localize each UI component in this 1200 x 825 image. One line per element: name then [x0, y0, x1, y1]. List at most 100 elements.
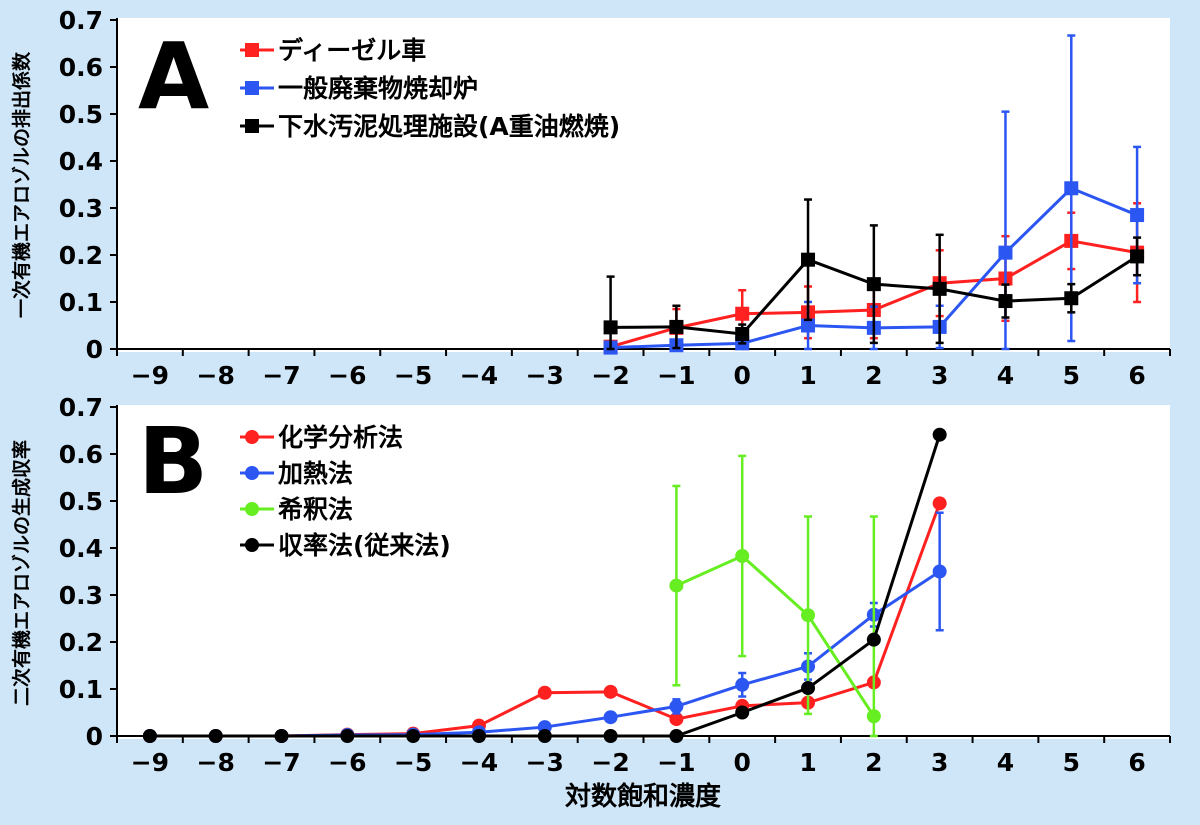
- x-tick-label: −5: [394, 748, 432, 777]
- plot-area: [117, 18, 1170, 352]
- data-point: [669, 699, 684, 714]
- x-tick-label: −8: [197, 748, 235, 777]
- data-point: [1130, 249, 1145, 264]
- data-point: [735, 326, 750, 341]
- y-tick-label: 0.6: [59, 440, 103, 469]
- x-tick-label: 2: [865, 748, 882, 777]
- data-point: [471, 729, 486, 743]
- data-point: [735, 306, 750, 321]
- chart-panel-a: 0 0.1 0.2 0.3 0.4 0.5 0.6 0.7 −9 −8 −7 −6 −5 −4 −3 −2 −1…: [10, 6, 1171, 390]
- legend-label: 化学分析法: [278, 423, 403, 452]
- y-tick-label: 0.2: [59, 241, 103, 270]
- y-tick-label: 0.4: [59, 534, 103, 563]
- y-tick-label: 0.1: [59, 288, 103, 317]
- x-tick-label: −4: [460, 748, 498, 777]
- data-point: [735, 705, 750, 720]
- x-tick-label: −9: [131, 361, 169, 390]
- x-tick-label: −6: [328, 748, 366, 777]
- data-point: [1064, 181, 1079, 196]
- series-line: [675, 554, 876, 718]
- data-point: [669, 712, 684, 727]
- data-point: [669, 578, 684, 593]
- data-point: [340, 729, 355, 743]
- x-tick-label: 5: [1063, 748, 1080, 777]
- y-tick-label: 0.2: [59, 628, 103, 657]
- data-point: [208, 729, 223, 743]
- data-point: [932, 281, 947, 296]
- x-tick-label: 5: [1063, 361, 1080, 390]
- legend-label: 加熱法: [277, 459, 353, 488]
- legend-marker: [245, 466, 259, 480]
- data-point: [142, 729, 157, 743]
- data-point: [801, 318, 816, 333]
- x-tick-label: −3: [526, 748, 564, 777]
- data-point: [603, 684, 618, 699]
- legend-label: 収率法(従来法): [278, 531, 451, 560]
- data-point: [274, 729, 289, 743]
- data-point: [801, 608, 816, 623]
- data-point: [537, 729, 552, 743]
- x-tick-label: 2: [865, 361, 882, 390]
- data-point: [603, 729, 618, 743]
- x-tick-label: 1: [799, 361, 816, 390]
- y-axis-label: 二次有機エアロゾルの生成収率: [10, 440, 33, 706]
- y-tick-label: 0.3: [59, 581, 103, 610]
- data-point: [866, 632, 881, 647]
- y-tick-label: 0.4: [59, 147, 103, 176]
- x-tick-label: −9: [131, 748, 169, 777]
- data-point: [998, 294, 1013, 309]
- legend-label: 下水汚泥処理施設(A重油燃焼): [278, 112, 620, 141]
- x-tick-label: 0: [734, 361, 751, 390]
- x-tick-label: 3: [931, 361, 948, 390]
- panel-letter: A: [138, 23, 209, 130]
- y-tick-label: 0: [86, 722, 103, 751]
- x-tick-label: 3: [931, 748, 948, 777]
- data-point: [801, 681, 816, 696]
- data-point: [866, 709, 881, 724]
- y-tick-label: 0.7: [59, 6, 103, 35]
- x-tick-label: −4: [460, 361, 498, 390]
- x-tick-label: 4: [997, 748, 1014, 777]
- legend-label: 一般廃棄物焼却炉: [278, 74, 478, 103]
- x-tick-label: 6: [1128, 748, 1145, 777]
- x-tick-label: −2: [591, 748, 629, 777]
- chart-panel-b: 0 0.1 0.2 0.3 0.4 0.5 0.6 0.7 −9 −8 −7 −6 −5 −4 −3 −2 −1…: [10, 393, 1171, 812]
- series-3: [603, 198, 1145, 351]
- y-tick-label: 0.7: [59, 393, 103, 422]
- y-tick-label: 0.3: [59, 194, 103, 223]
- legend-marker: [245, 502, 259, 516]
- data-point: [735, 548, 750, 563]
- y-tick-label: 0.5: [59, 487, 103, 516]
- legend-marker: [245, 538, 259, 552]
- data-point: [735, 677, 750, 692]
- x-tick-label: 0: [734, 748, 751, 777]
- legend-marker: [245, 119, 259, 133]
- panel-letter: B: [138, 408, 208, 515]
- plot-area: [117, 405, 1170, 739]
- legend-marker: [245, 43, 259, 57]
- x-tick-label: −5: [394, 361, 432, 390]
- x-tick-label: −3: [526, 361, 564, 390]
- data-point: [801, 252, 816, 267]
- data-point: [932, 496, 947, 511]
- data-point: [669, 729, 684, 743]
- data-point: [669, 319, 684, 334]
- x-tick-label: 4: [997, 361, 1014, 390]
- data-point: [603, 710, 618, 725]
- x-tick-label: 6: [1128, 361, 1145, 390]
- data-point: [932, 427, 947, 442]
- data-point: [932, 564, 947, 579]
- data-point: [866, 277, 881, 292]
- x-tick-label: −7: [262, 361, 300, 390]
- x-tick-label: −6: [328, 361, 366, 390]
- x-tick-label: −8: [197, 361, 235, 390]
- data-point: [537, 685, 552, 700]
- data-point: [998, 245, 1013, 260]
- x-tick-label: 1: [799, 748, 816, 777]
- y-tick-label: 0: [86, 335, 103, 364]
- y-tick-label: 0.6: [59, 53, 103, 82]
